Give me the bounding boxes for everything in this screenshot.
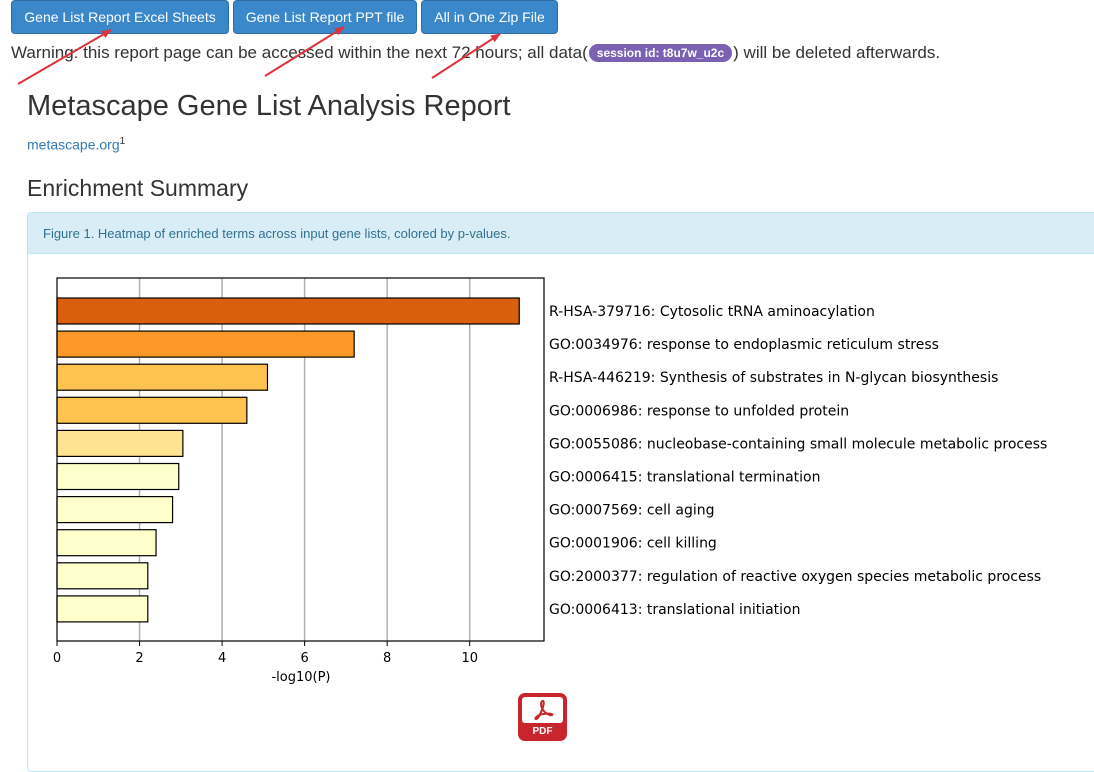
x-tick-label: 0 [53,651,61,666]
page-title: Metascape Gene List Analysis Report [27,90,511,122]
enrichment-bar-chart: R-HSA-379716: Cytosolic tRNA aminoacylat… [53,277,1047,685]
acrobat-swirl-icon [533,700,553,720]
metascape-link[interactable]: metascape.org1 [27,136,125,153]
pdf-label: PDF [532,726,553,737]
x-tick-label: 2 [135,651,143,666]
category-label: R-HSA-379716: Cytosolic tRNA aminoacylat… [549,304,875,320]
bar [56,562,149,590]
bar [56,462,180,491]
category-label: GO:2000377: regulation of reactive oxyge… [549,569,1041,585]
plot-frame [56,277,545,642]
category-label: GO:0055086: nucleobase-containing small … [549,436,1047,452]
bar [56,496,174,524]
x-axis-label: -log10(P) [271,670,330,685]
category-label: GO:0007569: cell aging [549,503,715,519]
bar [56,297,520,325]
bar [56,363,269,391]
x-tick-label: 8 [383,651,391,666]
figure-panel: Figure 1. Heatmap of enriched terms acro… [27,212,1094,772]
metascape-link-text[interactable]: metascape.org [27,136,120,153]
category-label: GO:0001906: cell killing [549,536,717,552]
bar [56,330,355,358]
bar [56,396,248,424]
x-tick-label: 6 [300,651,308,666]
bar [56,529,157,557]
pdf-page-graphic [522,697,563,723]
x-tick-label: 10 [461,651,478,666]
footnote-marker: 1 [119,136,126,147]
section-title: Enrichment Summary [27,175,249,201]
zip-file-button[interactable]: All in One Zip File [421,0,558,34]
category-label: GO:0034976: response to endoplasmic reti… [549,337,939,353]
excel-sheets-button[interactable]: Gene List Report Excel Sheets [11,0,229,34]
category-label: GO:0006415: translational termination [549,470,820,486]
bar [56,595,149,623]
bar [56,429,184,457]
category-label: GO:0006986: response to unfolded protein [549,403,849,419]
session-id-badge: session id: t8u7w_u2c [588,44,733,62]
category-label: R-HSA-446219: Synthesis of substrates in… [549,370,998,386]
warning-suffix: ) will be deleted afterwards. [733,43,941,62]
x-tick-label: 4 [218,651,226,666]
category-label: GO:0006413: translational initiation [549,602,800,618]
pdf-download-icon[interactable]: PDF [518,693,567,741]
figure-caption: Figure 1. Heatmap of enriched terms acro… [28,213,1094,254]
